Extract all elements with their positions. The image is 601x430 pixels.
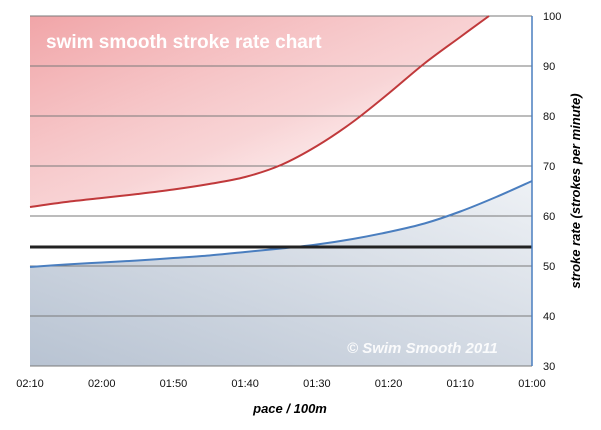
y-tick-label: 60 [543,211,555,223]
x-axis-tick-labels: 02:10 02:00 01:50 01:40 01:30 01:20 01:10 01:00 [16,378,546,390]
x-tick-label: 01:50 [160,378,188,390]
y-tick-label: 50 [543,261,555,273]
x-tick-label: 02:10 [16,378,44,390]
y-tick-label: 40 [543,311,555,323]
lower-shaded-area [30,181,532,366]
x-tick-label: 02:00 [88,378,116,390]
y-tick-label: 30 [543,361,555,373]
y-tick-label: 100 [543,11,561,23]
x-tick-label: 01:10 [447,378,475,390]
y-axis-title: stroke rate (strokes per minute) [568,93,583,288]
x-tick-label: 01:00 [518,378,546,390]
x-tick-label: 01:30 [303,378,331,390]
y-axis-tick-labels: 30 40 50 60 70 80 90 100 [543,11,561,373]
watermark: © Swim Smooth 2011 [347,340,498,357]
gridlines [30,15,532,367]
chart-title: swim smooth stroke rate chart [46,32,322,53]
y-tick-label: 70 [543,161,555,173]
x-axis-title: pace / 100m [252,401,327,416]
upper-shaded-area [30,16,489,207]
x-tick-label: 01:40 [231,378,259,390]
y-tick-label: 90 [543,61,555,73]
upper-limit-line [29,15,490,208]
x-tick-label: 01:20 [375,378,403,390]
y-tick-label: 80 [543,111,555,123]
